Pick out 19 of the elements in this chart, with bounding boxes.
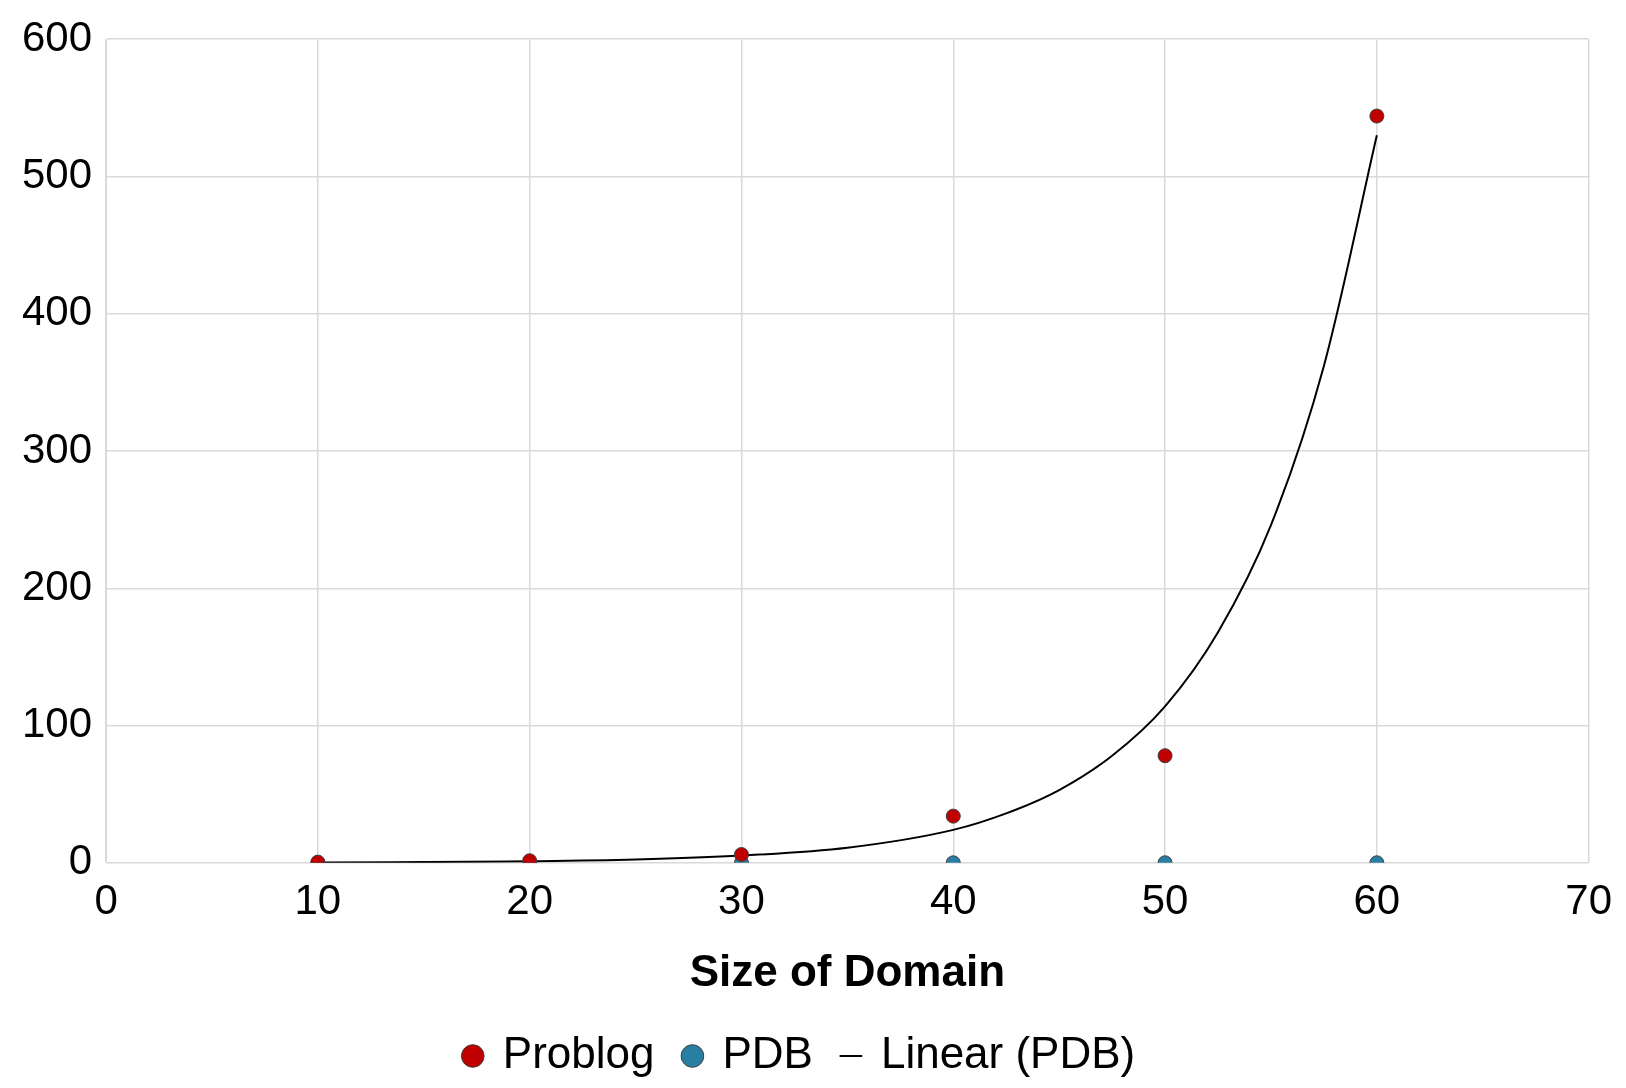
y-tick-label: 400 xyxy=(22,287,93,335)
legend-label: Linear (PDB) xyxy=(880,1028,1136,1078)
x-tick-label: 30 xyxy=(718,875,765,923)
y-tick-label: 500 xyxy=(22,150,93,198)
y-tick-label: 0 xyxy=(68,836,93,884)
point xyxy=(1369,108,1385,124)
legend-label: PDB xyxy=(722,1028,813,1078)
x-axis-title: Size of Domain xyxy=(689,945,1006,995)
y-tick-label: 600 xyxy=(22,12,93,60)
x-tick-label: 20 xyxy=(506,875,554,923)
x-tick-label: 60 xyxy=(1353,875,1401,923)
y-tick-label: 300 xyxy=(22,424,93,472)
x-tick-label: 40 xyxy=(929,875,977,923)
y-tick-label: 100 xyxy=(22,699,93,747)
legend-label: Problog xyxy=(502,1028,655,1078)
x-tick-label: 70 xyxy=(1565,875,1612,923)
x-tick-label: 10 xyxy=(294,875,342,923)
x-tick-label: 50 xyxy=(1141,875,1189,923)
y-tick-label: 200 xyxy=(22,561,93,609)
